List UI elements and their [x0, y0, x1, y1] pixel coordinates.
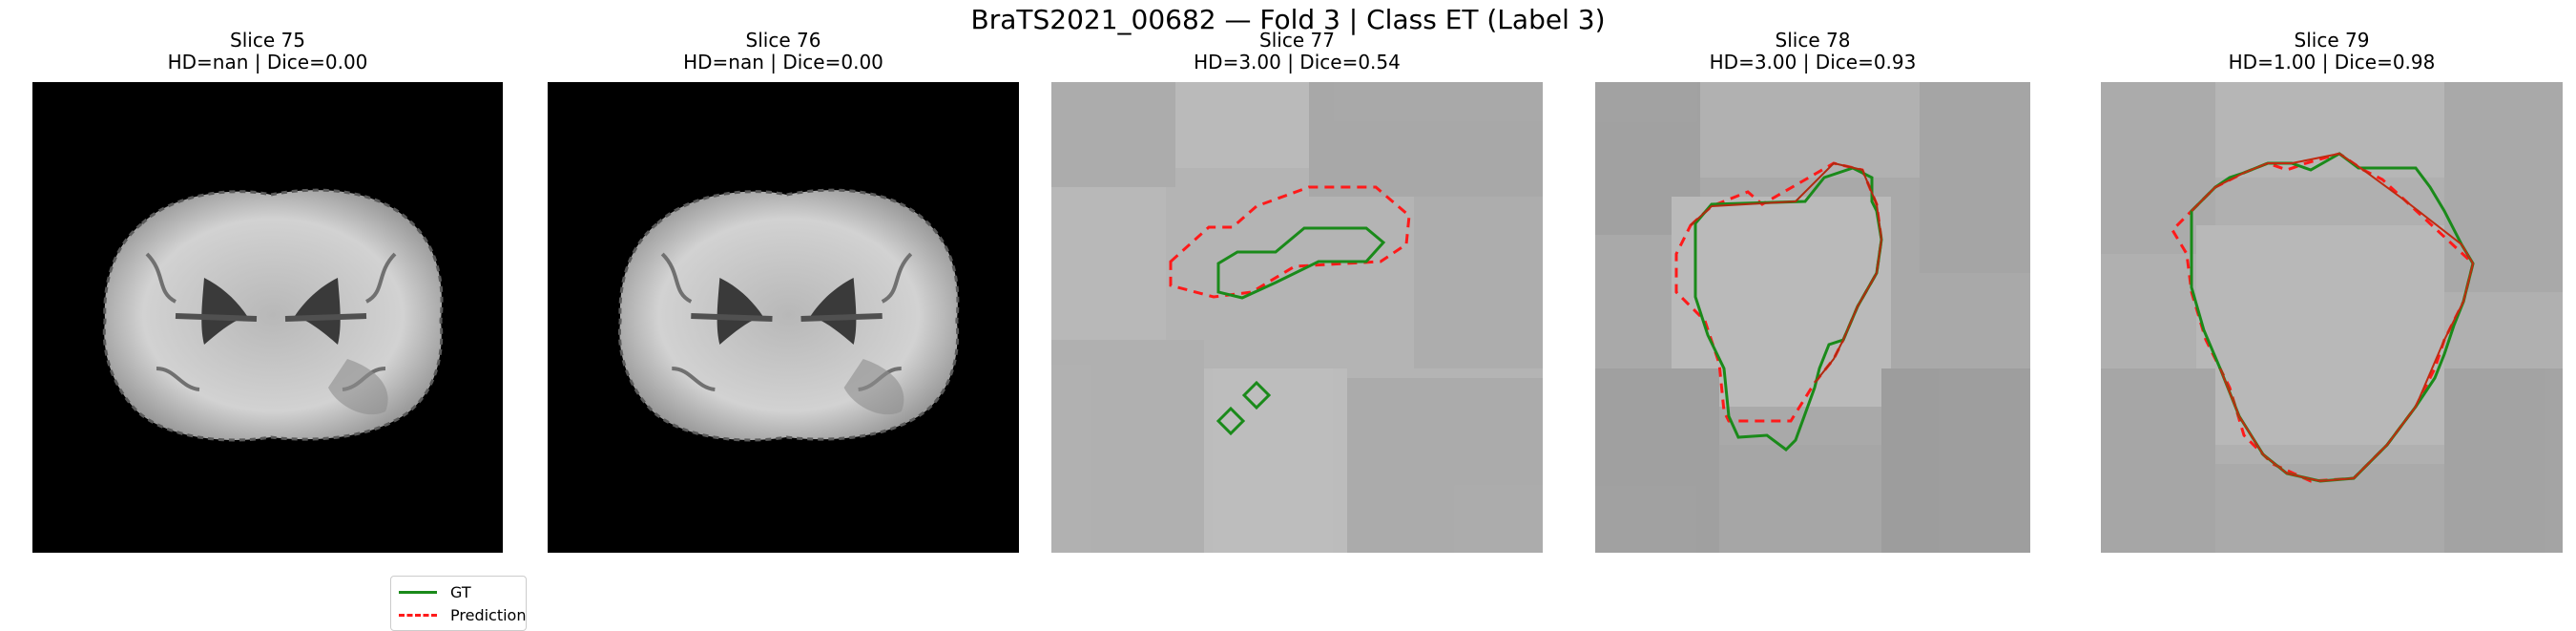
panel-title: Slice 79 HD=1.00 | Dice=0.98: [2005, 30, 2576, 74]
legend-prediction-label: Prediction: [450, 605, 527, 624]
figure-title: BraTS2021_00682 — Fold 3 | Class ET (Lab…: [970, 4, 1606, 35]
slice-label: Slice 77: [1259, 29, 1335, 52]
brain-slice: [102, 188, 444, 442]
slice-label: Slice 78: [1775, 29, 1851, 52]
metrics-label: HD=3.00 | Dice=0.54: [1194, 51, 1401, 74]
brain-slice: [617, 188, 960, 442]
metrics-label: HD=nan | Dice=0.00: [683, 51, 883, 74]
mri-image: [548, 82, 1019, 553]
mri-zoom-image: [1595, 82, 2030, 553]
legend-gt-label: GT: [450, 582, 471, 601]
panel-slice-75: Slice 75 HD=nan | Dice=0.00: [32, 30, 527, 631]
panel-slice-78: Slice 78 HD=3.00 | Dice=0.93: [1595, 30, 2030, 553]
slice-label: Slice 79: [2294, 29, 2370, 52]
panel-slice-79: Slice 79 HD=1.00 | Dice=0.98: [2101, 30, 2563, 553]
panel-title: Slice 75 HD=nan | Dice=0.00: [0, 30, 598, 74]
mri-zoom-image: [2101, 82, 2563, 553]
slice-label: Slice 75: [230, 29, 305, 52]
legend-item-gt: GT: [399, 581, 471, 602]
slice-label: Slice 76: [745, 29, 821, 52]
mri-zoom-image: [1051, 82, 1543, 553]
panel-title: Slice 77 HD=3.00 | Dice=0.54: [956, 30, 1638, 74]
prediction-line-swatch: [399, 613, 437, 617]
panel-slice-77: Slice 77 HD=3.00 | Dice=0.54: [1051, 30, 1543, 553]
mri-image: [32, 82, 503, 553]
panel-title: Slice 76 HD=nan | Dice=0.00: [452, 30, 1114, 74]
gt-line-swatch: [399, 590, 437, 594]
metrics-label: HD=nan | Dice=0.00: [167, 51, 368, 74]
panel-slice-76: Slice 76 HD=nan | Dice=0.00: [548, 30, 1019, 553]
metrics-label: HD=1.00 | Dice=0.98: [2228, 51, 2436, 74]
panel-title: Slice 78 HD=3.00 | Dice=0.93: [1500, 30, 2126, 74]
metrics-label: HD=3.00 | Dice=0.93: [1709, 51, 1917, 74]
legend: GT Prediction: [390, 576, 527, 631]
legend-item-prediction: Prediction: [399, 604, 526, 625]
